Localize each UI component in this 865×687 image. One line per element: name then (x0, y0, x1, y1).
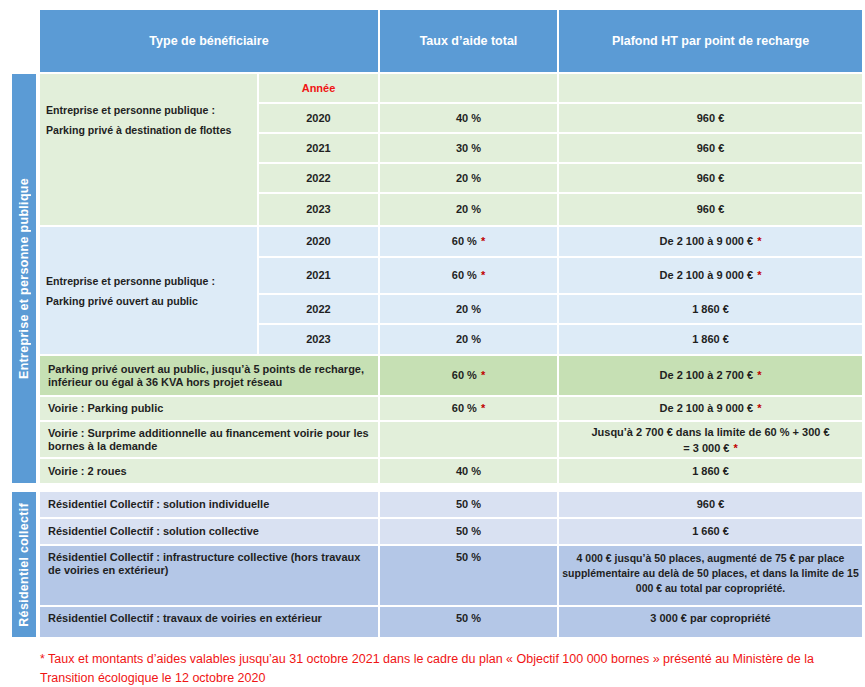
taux-cell: 30 % (380, 134, 557, 162)
taux-cell: 20 % (380, 194, 557, 225)
table-header-row: Type de bénéficiaire Taux d’aide total P… (40, 10, 862, 72)
plafond-value: De 2 100 à 9 000 € (660, 269, 754, 282)
taux-cell: 20 % (380, 325, 557, 354)
row-label-ouvert-public: Entreprise et personne publique : Parkin… (40, 227, 257, 354)
taux-cell: 60 % * (380, 356, 557, 395)
taux-value: 60 % (452, 269, 477, 282)
side-label-residentiel: Résidentiel collectif (12, 492, 36, 637)
plafond-line2: = 3 000 € (683, 442, 729, 454)
plafond-cell: 1 860 € (559, 325, 862, 354)
plafond-cell: De 2 100 à 2 700 €* (559, 356, 862, 395)
plafond-cell: 960 € (559, 492, 862, 517)
plafond-cell: 960 € (559, 104, 862, 132)
red-asterisk: * (757, 402, 761, 415)
year-cell: 2020 (259, 227, 378, 256)
plafond-cell: 960 € (559, 164, 862, 192)
taux-cell (380, 422, 557, 457)
red-asterisk: * (733, 442, 737, 454)
side-label-entreprise: Entreprise et personne publique (12, 74, 36, 483)
footnote-text: * Taux et montants d’aides valables jusq… (40, 650, 858, 687)
side-label-residentiel-text: Résidentiel collectif (17, 503, 31, 627)
row-label-voirie-parking-public: Voirie : Parking public (40, 397, 378, 420)
row-label-infrastructure-collective: Résidentiel Collectif : infrastructure c… (40, 546, 378, 605)
taux-value: 60 % (452, 235, 477, 248)
plafond-cell: 1 660 € (559, 519, 862, 544)
red-asterisk: * (757, 235, 761, 248)
red-asterisk: * (757, 369, 761, 382)
year-cell: 2021 (259, 134, 378, 162)
header-taux-aide-total: Taux d’aide total (380, 10, 557, 72)
annee-header-cell: Année (259, 74, 378, 102)
plafond-cell: 4 000 € jusqu’à 50 places, augmenté de 7… (559, 546, 862, 605)
row-label-flottes-line2: Parking privé à destination de flottes (46, 120, 231, 140)
row-label-ouvert-public-line2: Parking privé ouvert au public (46, 291, 198, 311)
row-label-voirie-2-roues: Voirie : 2 roues (40, 459, 378, 483)
year-cell: 2023 (259, 194, 378, 225)
row-label-flottes: Entreprise et personne publique : Parkin… (40, 74, 257, 225)
taux-cell: 50 % (380, 607, 557, 637)
year-cell: 2022 (259, 295, 378, 323)
year-cell: 2021 (259, 258, 378, 293)
row-label-parking-5-points: Parking privé ouvert au public, jusqu’à … (40, 356, 378, 395)
taux-cell: 50 % (380, 492, 557, 517)
plafond-cell: 960 € (559, 194, 862, 225)
plafond-cell: Jusqu’à 2 700 € dans la limite de 60 % +… (559, 422, 862, 457)
red-asterisk: * (481, 402, 485, 415)
taux-cell: 60 % * (380, 227, 557, 256)
empty-cell (380, 74, 557, 102)
plafond-value: De 2 100 à 9 000 € (660, 402, 754, 415)
plafond-cell: 1 860 € (559, 295, 862, 323)
plafond-cell: De 2 100 à 9 000 €* (559, 397, 862, 420)
year-cell: 2023 (259, 325, 378, 354)
taux-cell: 60 % * (380, 397, 557, 420)
red-asterisk: * (481, 369, 485, 382)
taux-cell: 50 % (380, 519, 557, 544)
red-asterisk: * (757, 269, 761, 282)
taux-cell: 50 % (380, 546, 557, 605)
taux-cell: 60 % * (380, 258, 557, 293)
year-cell: 2022 (259, 164, 378, 192)
taux-cell: 20 % (380, 295, 557, 323)
row-label-voirie-surprime: Voirie : Surprime additionnelle au finan… (40, 422, 378, 457)
plafond-value: De 2 100 à 2 700 € (660, 369, 754, 382)
red-asterisk: * (481, 235, 485, 248)
aid-table-page: Type de bénéficiaire Taux d’aide total P… (0, 0, 865, 687)
plafond-line2-wrap: = 3 000 € * (683, 440, 737, 456)
year-cell: 2020 (259, 104, 378, 132)
taux-value: 60 % (452, 402, 477, 415)
plafond-cell: 3 000 € par copropriété (559, 607, 862, 637)
row-label-solution-individuelle: Résidentiel Collectif : solution individ… (40, 492, 378, 517)
empty-cell (559, 74, 862, 102)
plafond-cell: 960 € (559, 134, 862, 162)
row-label-flottes-line1: Entreprise et personne publique : (46, 100, 215, 120)
section-residentiel: Résidentiel Collectif : solution individ… (40, 492, 862, 637)
taux-cell: 40 % (380, 459, 557, 483)
row-label-solution-collective: Résidentiel Collectif : solution collect… (40, 519, 378, 544)
plafond-value: De 2 100 à 9 000 € (660, 235, 754, 248)
plafond-cell: De 2 100 à 9 000 €* (559, 258, 862, 293)
taux-value: 60 % (452, 369, 477, 382)
row-label-ouvert-public-line1: Entreprise et personne publique : (46, 271, 215, 291)
row-label-travaux-voiries: Résidentiel Collectif : travaux de voiri… (40, 607, 378, 637)
plafond-cell: 1 860 € (559, 459, 862, 483)
section-entreprise: Entreprise et personne publique : Parkin… (40, 74, 862, 483)
header-type-de-beneficiaire: Type de bénéficiaire (40, 10, 378, 72)
header-plafond-ht: Plafond HT par point de recharge (559, 10, 862, 72)
taux-cell: 20 % (380, 164, 557, 192)
taux-cell: 40 % (380, 104, 557, 132)
red-asterisk: * (481, 269, 485, 282)
plafond-line1: Jusqu’à 2 700 € dans la limite de 60 % +… (591, 424, 829, 440)
plafond-cell: De 2 100 à 9 000 €* (559, 227, 862, 256)
side-label-entreprise-text: Entreprise et personne publique (17, 178, 31, 379)
